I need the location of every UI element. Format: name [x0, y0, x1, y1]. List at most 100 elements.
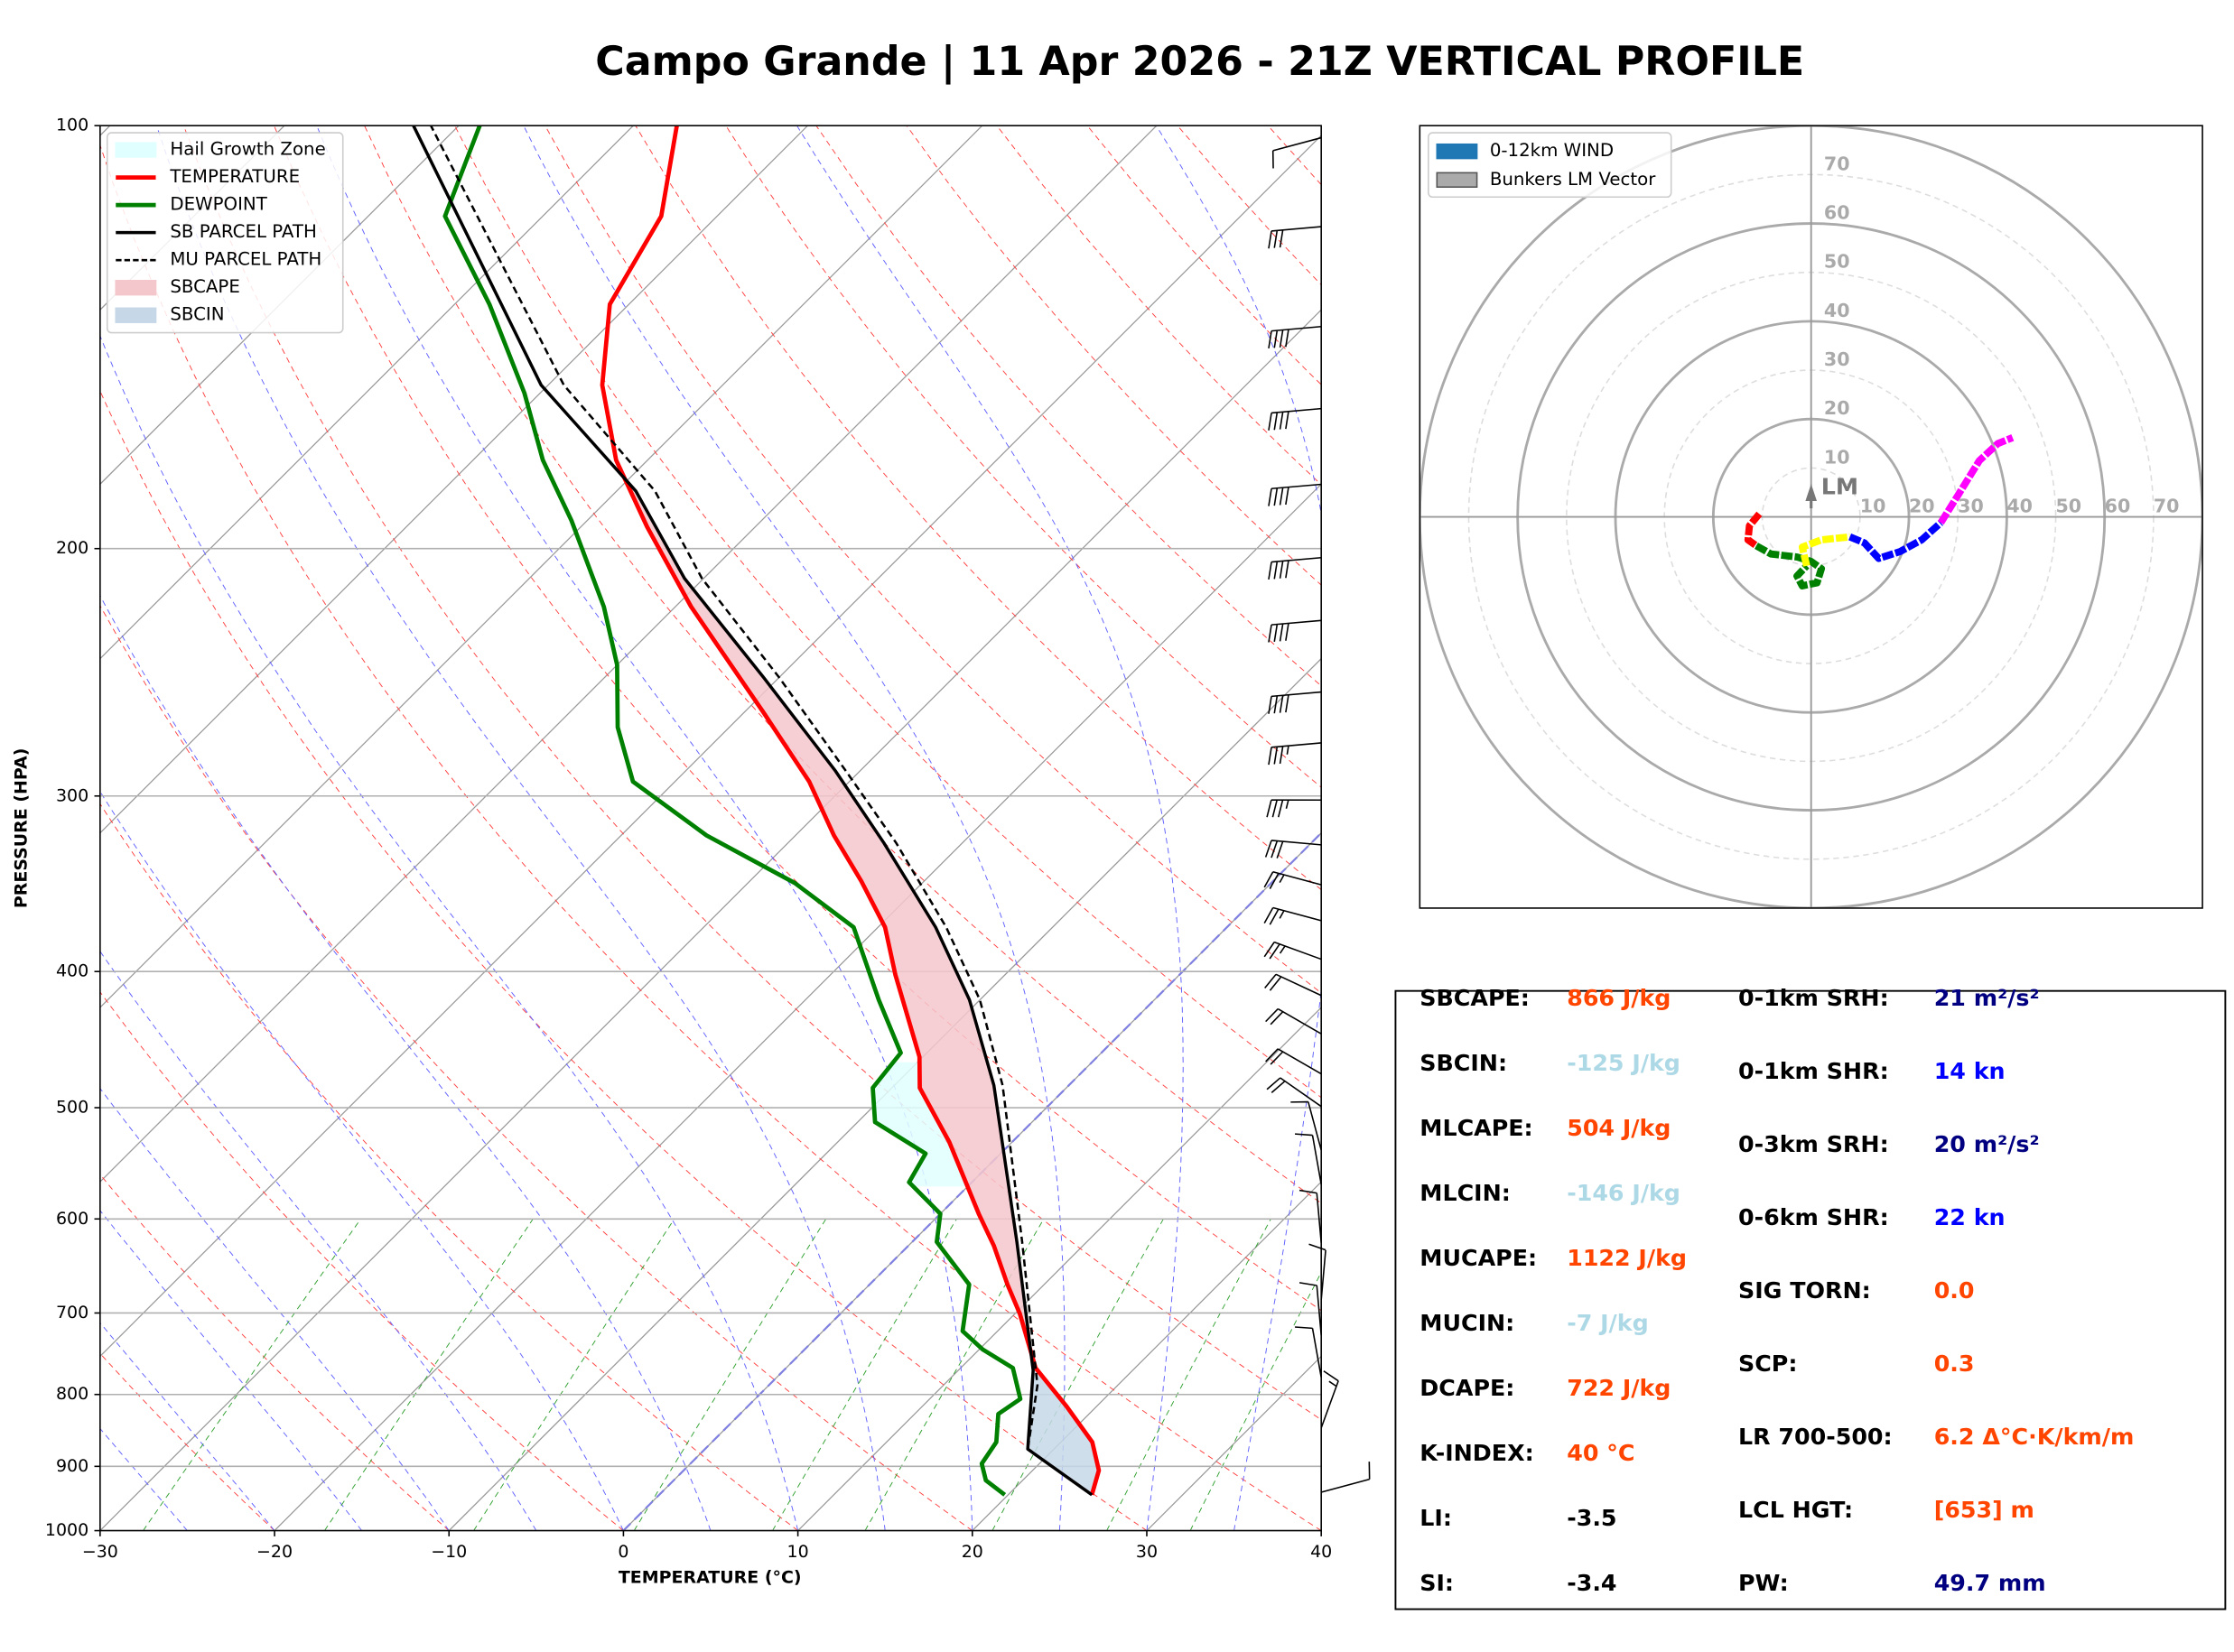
dry-adiabat [364, 125, 1322, 1204]
ring-label-y: 50 [1824, 251, 1850, 273]
legend-swatch [1436, 172, 1478, 188]
y-tick-label: 500 [56, 1098, 88, 1118]
ring-label-y: 40 [1824, 300, 1850, 321]
wind-barb [1320, 1462, 1371, 1493]
legend-swatch [115, 280, 157, 296]
legend-swatch [115, 142, 157, 158]
hodograph-trace [1798, 533, 1850, 567]
index-label: MUCAPE: [1420, 1245, 1537, 1271]
wind-barb [1271, 136, 1322, 169]
wind-barb [1268, 556, 1322, 580]
index-label: SBCIN: [1420, 1050, 1507, 1076]
index-label: MLCIN: [1420, 1180, 1511, 1206]
x-tick-label: −30 [82, 1542, 118, 1562]
hodograph-legend-frame [1428, 132, 1672, 199]
ring-label-x: 10 [1860, 495, 1886, 516]
index-label: MUCIN: [1420, 1310, 1514, 1336]
moist-adiabat [99, 1427, 188, 1531]
plot-frame [99, 125, 1322, 1532]
dry-adiabat [635, 125, 1322, 891]
index-value: 1122 J/kg [1567, 1245, 1687, 1271]
sbcin-area [1028, 1352, 1099, 1494]
isotherm [99, 125, 634, 660]
moist-adiabat [796, 125, 1184, 1531]
wind-barb [1263, 941, 1322, 961]
y-tick-label: 300 [56, 785, 88, 805]
moist-adiabat [156, 125, 886, 1531]
wind-barb [1268, 483, 1322, 506]
legend: Hail Growth Zone TEMPERATURE DEWPOINT SB PA… [106, 132, 344, 334]
wind-barb [1264, 973, 1322, 997]
index-value: 6.2 Δ°C·K/km/m [1934, 1424, 2135, 1450]
isotherm [972, 1181, 1322, 1531]
index-label: SCP: [1738, 1350, 1797, 1377]
ring-label-x: 50 [2055, 495, 2081, 516]
moist-adiabat [99, 790, 624, 1531]
x-tick-label: 20 [962, 1542, 983, 1562]
ring-label-x: 20 [1909, 495, 1935, 516]
hail-growth-zone [872, 1062, 968, 1187]
index-label: SBCAPE: [1420, 985, 1530, 1011]
legend-label: SBCAPE [170, 276, 240, 297]
index-label: 0-1km SHR: [1738, 1058, 1889, 1084]
index-value: -146 J/kg [1567, 1180, 1680, 1206]
index-value: 722 J/kg [1567, 1375, 1671, 1401]
profile-line [412, 125, 1094, 1497]
wind-barb [1263, 871, 1322, 889]
ring-label-x: 60 [2105, 495, 2131, 516]
y-axis-label: PRESSURE (HPA) [11, 748, 31, 909]
wind-barb [1290, 1100, 1322, 1151]
index-value: 14 kn [1934, 1058, 2006, 1084]
index-value: 22 kn [1934, 1204, 2006, 1230]
wind-barb [1263, 906, 1322, 925]
lm-label: LM [1821, 474, 1858, 500]
wind-barb [1320, 1370, 1339, 1428]
skewt-data [412, 125, 1102, 1497]
index-value: -3.5 [1567, 1505, 1616, 1531]
legend-frame [106, 132, 344, 334]
hodograph-plot [1420, 125, 2203, 908]
dry-adiabat [99, 144, 1322, 1531]
isotherm [448, 657, 1322, 1531]
index-value: 21 m²/s² [1934, 985, 2040, 1011]
index-label: 0-3km SRH: [1738, 1131, 1889, 1157]
wind-barb [1265, 1007, 1322, 1035]
legend-label: Bunkers LM Vector [1490, 169, 1656, 190]
hodograph-trace [1937, 434, 2015, 525]
ring-label-y: 70 [1824, 153, 1850, 174]
index-label: SI: [1420, 1570, 1454, 1596]
y-tick-label: 700 [56, 1303, 88, 1323]
index-value: 0.0 [1934, 1277, 1975, 1304]
index-value: 40 °C [1567, 1440, 1634, 1466]
hodograph: 10 10 20 20 30 30 40 40 50 50 60 60 70 70 LM 0-12km WIN… [1419, 125, 2203, 909]
x-tick-label: −10 [431, 1542, 467, 1562]
legend-label: SB PARCEL PATH [170, 221, 316, 242]
index-value: -125 J/kg [1567, 1050, 1680, 1076]
index-label: LR 700-500: [1738, 1424, 1893, 1450]
index-label: MLCAPE: [1420, 1115, 1532, 1141]
y-tick-label: 100 [56, 116, 88, 135]
x-tick-label: 30 [1136, 1542, 1158, 1562]
wind-barb [1266, 1077, 1322, 1108]
dry-adiabat [99, 803, 798, 1531]
wind-barb [1264, 840, 1322, 858]
legend-label: SBCIN [170, 304, 224, 325]
wind-barb [1265, 1048, 1322, 1075]
x-tick-label: −20 [256, 1542, 293, 1562]
x-tick-label: 40 [1310, 1542, 1332, 1562]
moist-adiabat [99, 594, 712, 1531]
x-axis-label: TEMPERATURE (°C) [619, 1567, 802, 1587]
y-tick-label: 800 [56, 1384, 88, 1404]
mixing-ratio-line [143, 1219, 361, 1531]
index-value: 49.7 mm [1934, 1570, 2046, 1596]
index-label: LI: [1420, 1505, 1452, 1531]
index-value: -3.4 [1567, 1570, 1616, 1596]
ring-label-y: 20 [1824, 397, 1850, 419]
index-label: 0-6km SHR: [1738, 1204, 1889, 1230]
wind-barb [1268, 226, 1322, 249]
ring-label-y: 60 [1824, 201, 1850, 223]
index-label: LCL HGT: [1738, 1497, 1853, 1523]
legend-swatch [115, 307, 157, 323]
legend-label: MU PARCEL PATH [170, 249, 321, 270]
